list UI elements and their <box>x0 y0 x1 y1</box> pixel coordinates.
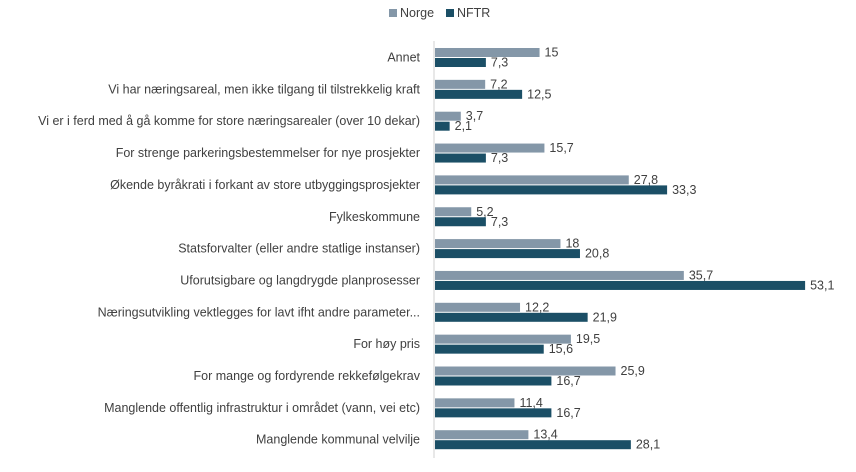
category-label: Manglende offentlig infrastruktur i områ… <box>104 401 420 415</box>
category-label: Næringsutvikling vektlegges for lavt ifh… <box>98 305 420 319</box>
bar-nftr <box>435 440 631 450</box>
legend-swatch-norge <box>389 9 397 17</box>
bar-nftr <box>435 121 450 131</box>
bar-norge <box>435 398 515 408</box>
data-label-norge: 19,5 <box>576 332 600 346</box>
data-label-nftr: 12,5 <box>527 87 551 101</box>
category-label: Fylkeskommune <box>329 210 420 224</box>
category-label: Uforutsigbare og langdrygde planprosesse… <box>180 273 420 287</box>
data-label-norge: 15,7 <box>549 141 573 155</box>
data-label-nftr: 33,3 <box>672 183 696 197</box>
data-label-norge: 7,2 <box>490 77 507 91</box>
data-label-nftr: 2,1 <box>455 119 472 133</box>
data-label-nftr: 16,7 <box>556 406 580 420</box>
bar-norge <box>435 111 461 121</box>
category-label: For mange og fordyrende rekkefølgekrav <box>194 369 421 383</box>
bar-norge <box>435 270 684 280</box>
data-label-norge: 11,4 <box>519 396 542 410</box>
bar-nftr <box>435 312 588 322</box>
data-label-norge: 27,8 <box>634 173 658 187</box>
data-label-norge: 13,4 <box>533 428 557 442</box>
legend-label-norge: Norge <box>400 6 434 20</box>
bar-nftr <box>435 249 580 259</box>
bar-nftr <box>435 344 544 354</box>
category-label: Vi er i ferd med å gå komme for store næ… <box>38 114 420 128</box>
data-label-norge: 25,9 <box>621 364 645 378</box>
data-label-norge: 15 <box>545 46 559 60</box>
data-label-norge: 35,7 <box>689 268 713 282</box>
bar-nftr <box>435 408 552 418</box>
bar-nftr <box>435 217 486 227</box>
bar-nftr <box>435 185 668 195</box>
data-label-norge: 12,2 <box>525 300 549 314</box>
bar-nftr <box>435 153 486 163</box>
legend: Norge NFTR <box>389 6 490 20</box>
category-label: Manglende kommunal velvilje <box>256 433 420 447</box>
bar-norge <box>435 430 529 440</box>
bar-nftr <box>435 89 523 99</box>
category-label: For strenge parkeringsbestemmelser for n… <box>116 146 420 160</box>
legend-label-nftr: NFTR <box>457 6 490 20</box>
bar-norge <box>435 79 486 89</box>
data-label-norge: 3,7 <box>466 109 483 123</box>
bar-norge <box>435 302 521 312</box>
bar-norge <box>435 366 616 376</box>
bar-norge <box>435 48 540 57</box>
data-label-nftr: 7,3 <box>491 215 508 229</box>
data-label-nftr: 28,1 <box>636 438 660 452</box>
legend-swatch-nftr <box>446 9 454 17</box>
bar-norge <box>435 143 545 153</box>
bar-nftr <box>435 376 552 386</box>
bar-nftr <box>435 58 486 67</box>
bars: Annet 15 7,3 Vi har næringsareal, men ikke … <box>38 46 834 452</box>
data-label-norge: 5,2 <box>476 205 493 219</box>
data-label-nftr: 7,3 <box>491 56 508 70</box>
bar-nftr <box>435 280 806 290</box>
bar-norge <box>435 334 571 344</box>
data-label-nftr: 53,1 <box>810 278 834 292</box>
bar-norge <box>435 207 472 217</box>
category-label: For høy pris <box>353 337 420 351</box>
category-label: Statsforvalter (eller andre statlige ins… <box>178 242 420 256</box>
data-label-norge: 18 <box>565 237 579 251</box>
category-label: Annet <box>387 51 420 65</box>
category-label: Økende byråkrati i forkant av store utby… <box>110 178 420 192</box>
bar-norge <box>435 239 561 249</box>
category-label: Vi har næringsareal, men ikke tilgang ti… <box>108 82 420 96</box>
data-label-nftr: 21,9 <box>593 310 617 324</box>
data-label-nftr: 7,3 <box>491 151 508 165</box>
data-label-nftr: 16,7 <box>556 374 580 388</box>
bar-norge <box>435 175 629 185</box>
data-label-nftr: 20,8 <box>585 247 609 261</box>
data-label-nftr: 15,6 <box>549 342 573 356</box>
